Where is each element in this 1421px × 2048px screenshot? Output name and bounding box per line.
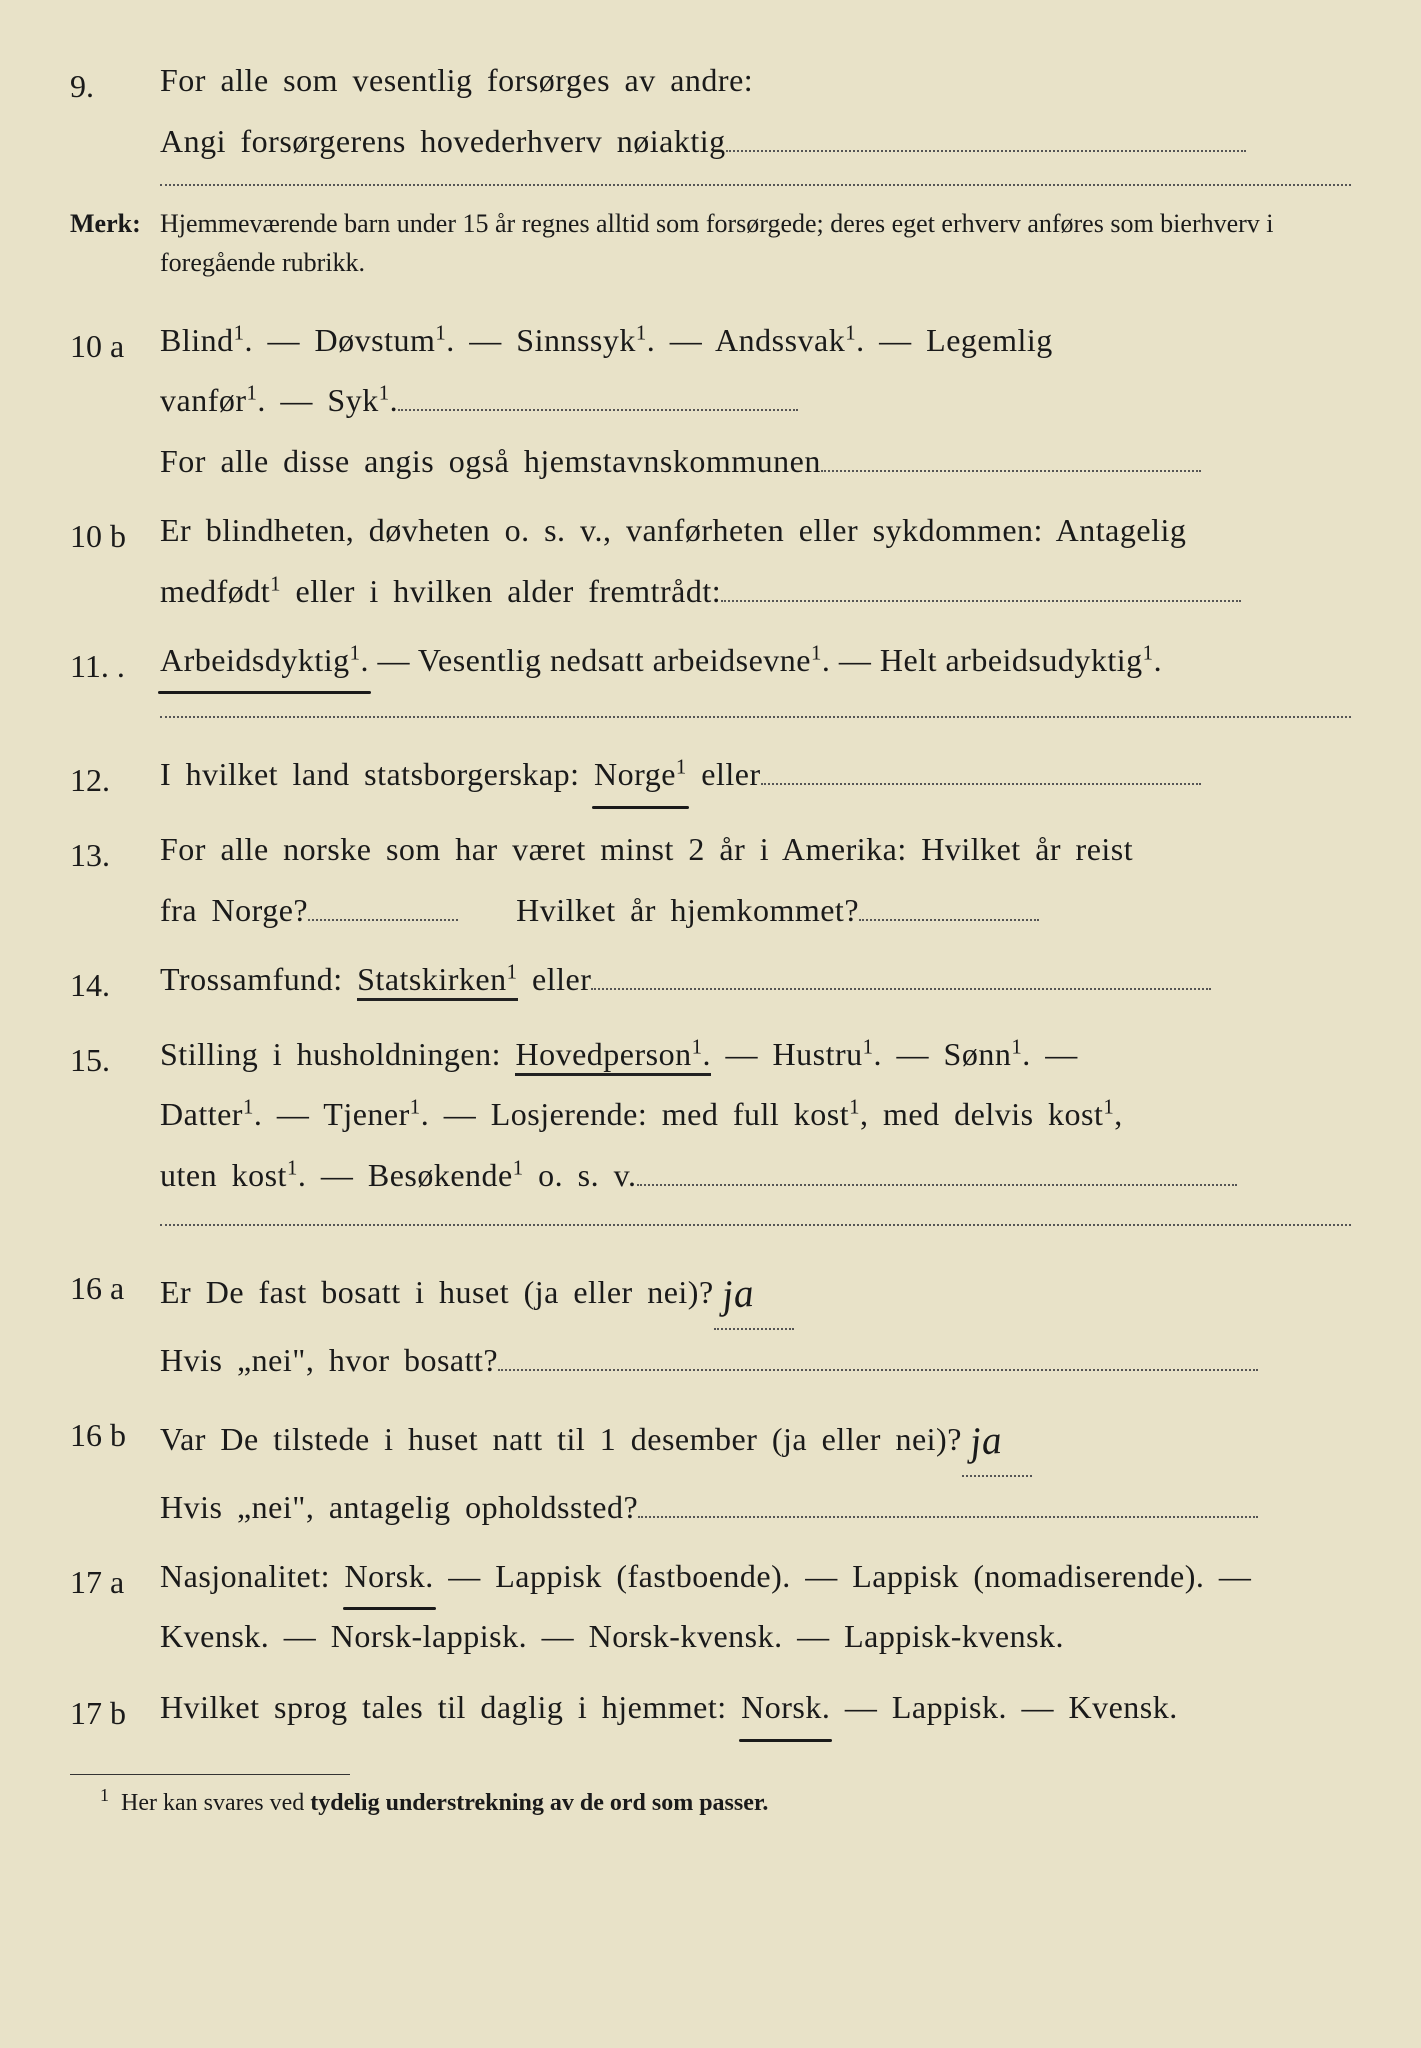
- question-15: 15. Stilling i husholdningen: Hovedperso…: [70, 1024, 1351, 1206]
- footnote-text-bold: tydelig understrekning av de ord som pas…: [310, 1790, 768, 1816]
- question-11: 11. . Arbeidsdyktig1. — Vesentlig nedsat…: [70, 630, 1351, 697]
- q13-returned: Hvilket år hjemkommet?: [516, 892, 859, 928]
- q14-text-after: eller: [518, 961, 592, 997]
- merk-label: Merk:: [70, 204, 160, 282]
- q14-number: 14.: [70, 949, 160, 1016]
- q10a-content: Blind1. — Døvstum1. — Sinnssyk1. — Andss…: [160, 310, 1351, 492]
- q16b-q1: Var De tilstede i huset natt til 1 desem…: [160, 1421, 962, 1457]
- question-16b: 16 b Var De tilstede i huset natt til 1 …: [70, 1399, 1351, 1538]
- q15-option-tjener[interactable]: Tjener1.: [323, 1096, 429, 1132]
- q17a-option-lappisk-kvensk[interactable]: Lappisk-kvensk.: [844, 1618, 1064, 1654]
- q13-from-norway: fra Norge?: [160, 892, 308, 928]
- q16a-q1: Er De fast bosatt i huset (ja eller nei)…: [160, 1274, 714, 1310]
- q9-line1: For alle som vesentlig forsørges av andr…: [160, 62, 753, 98]
- q15-option-full-kost[interactable]: med full kost1,: [662, 1096, 869, 1132]
- q16a-answer: ja: [719, 1255, 756, 1333]
- footnote-number: 1: [100, 1785, 109, 1805]
- q11-option-udyktig[interactable]: Helt arbeidsudyktig1.: [880, 642, 1162, 678]
- q11-blank-line: [160, 716, 1351, 718]
- footnote: 1 Her kan svares ved tydelig understrekni…: [70, 1785, 1351, 1817]
- q10a-number: 10 a: [70, 310, 160, 492]
- q9-blank-line: [160, 184, 1351, 186]
- q11-number: 11. .: [70, 630, 160, 697]
- question-17a: 17 a Nasjonalitet: Norsk. — Lappisk (fas…: [70, 1546, 1351, 1668]
- question-17b: 17 b Hvilket sprog tales til daglig i hj…: [70, 1677, 1351, 1744]
- q16b-number: 16 b: [70, 1399, 160, 1538]
- q15-losjerende-label: Losjerende:: [491, 1096, 648, 1132]
- q15-text-before: Stilling i husholdningen:: [160, 1036, 515, 1072]
- footnote-rule: [70, 1774, 350, 1775]
- q17b-content: Hvilket sprog tales til daglig i hjemmet…: [160, 1677, 1351, 1744]
- q9-content: For alle som vesentlig forsørges av andr…: [160, 50, 1351, 172]
- q15-option-hovedperson[interactable]: Hovedperson1.: [515, 1036, 711, 1076]
- q10a-line3: For alle disse angis også hjemstavnskomm…: [160, 443, 821, 479]
- q10b-line1: Er blindheten, døvheten o. s. v., vanfør…: [160, 512, 1186, 548]
- q15-option-uten-kost[interactable]: uten kost1.: [160, 1157, 306, 1193]
- q9-number: 9.: [70, 50, 160, 172]
- q10b-line2: medfødt1 eller i hvilken alder fremtrådt…: [160, 573, 721, 609]
- q17b-option-kvensk[interactable]: Kvensk.: [1068, 1689, 1177, 1725]
- census-form-page: 9. For alle som vesentlig forsørges av a…: [0, 0, 1421, 2048]
- q16b-answer: ja: [967, 1402, 1004, 1480]
- footnote-text-plain: Her kan svares ved: [121, 1790, 310, 1816]
- q17b-number: 17 b: [70, 1677, 160, 1744]
- q12-text-after: eller: [687, 756, 761, 792]
- q15-option-datter[interactable]: Datter1.: [160, 1096, 262, 1132]
- q12-number: 12.: [70, 744, 160, 811]
- q15-option-sonn[interactable]: Sønn1.: [944, 1036, 1031, 1072]
- q13-line1: For alle norske som har været minst 2 år…: [160, 831, 1133, 867]
- q10a-opt-blind: Blind1. — Døvstum1. — Sinnssyk1. — Andss…: [160, 322, 1053, 358]
- q16a-q2: Hvis „nei", hvor bosatt?: [160, 1342, 498, 1378]
- q17a-option-norsk[interactable]: Norsk.: [345, 1546, 434, 1607]
- q12-option-norge[interactable]: Norge1: [594, 744, 687, 805]
- q17b-option-norsk[interactable]: Norsk.: [741, 1677, 830, 1738]
- question-9: 9. For alle som vesentlig forsørges av a…: [70, 50, 1351, 172]
- q9-line2: Angi forsørgerens hovederhverv nøiaktig: [160, 123, 726, 159]
- q16b-content: Var De tilstede i huset natt til 1 desem…: [160, 1399, 1351, 1538]
- q15-option-hustru[interactable]: Hustru1.: [773, 1036, 883, 1072]
- q15-number: 15.: [70, 1024, 160, 1206]
- q17a-option-norsk-kvensk[interactable]: Norsk-kvensk.: [589, 1618, 783, 1654]
- q17a-option-norsk-lappisk[interactable]: Norsk-lappisk.: [331, 1618, 527, 1654]
- q17a-number: 17 a: [70, 1546, 160, 1668]
- question-10b: 10 b Er blindheten, døvheten o. s. v., v…: [70, 500, 1351, 622]
- q13-number: 13.: [70, 819, 160, 941]
- q12-text-before: I hvilket land statsborgerskap:: [160, 756, 594, 792]
- q10a-line2: vanfør1. — Syk1.: [160, 382, 398, 418]
- q17a-option-lappisk-nomad[interactable]: Lappisk (nomadiserende).: [852, 1558, 1204, 1594]
- q16a-content: Er De fast bosatt i huset (ja eller nei)…: [160, 1252, 1351, 1391]
- q11-content: Arbeidsdyktig1. — Vesentlig nedsatt arbe…: [160, 630, 1351, 697]
- q16b-q2: Hvis „nei", antagelig opholdssted?: [160, 1489, 638, 1525]
- merk-text: Hjemmeværende barn under 15 år regnes al…: [160, 204, 1351, 282]
- q11-option-nedsatt[interactable]: Vesentlig nedsatt arbeidsevne1.: [418, 642, 830, 678]
- question-16a: 16 a Er De fast bosatt i huset (ja eller…: [70, 1252, 1351, 1391]
- q14-option-statskirken[interactable]: Statskirken1: [357, 961, 517, 1001]
- q17a-label: Nasjonalitet:: [160, 1558, 330, 1594]
- q10b-number: 10 b: [70, 500, 160, 622]
- question-12: 12. I hvilket land statsborgerskap: Norg…: [70, 744, 1351, 811]
- q10b-content: Er blindheten, døvheten o. s. v., vanfør…: [160, 500, 1351, 622]
- q15-osv: o. s. v.: [524, 1157, 637, 1193]
- q13-content: For alle norske som har været minst 2 år…: [160, 819, 1351, 941]
- merk-note: Merk: Hjemmeværende barn under 15 år reg…: [70, 204, 1351, 282]
- q17a-option-kvensk[interactable]: Kvensk.: [160, 1618, 269, 1654]
- q14-text-before: Trossamfund:: [160, 961, 357, 997]
- q15-blank-line: [160, 1224, 1351, 1226]
- question-13: 13. For alle norske som har været minst …: [70, 819, 1351, 941]
- q15-option-besokende[interactable]: Besøkende1: [368, 1157, 524, 1193]
- q12-content: I hvilket land statsborgerskap: Norge1 e…: [160, 744, 1351, 811]
- q17b-option-lappisk[interactable]: Lappisk.: [892, 1689, 1007, 1725]
- q17a-content: Nasjonalitet: Norsk. — Lappisk (fastboen…: [160, 1546, 1351, 1668]
- q11-option-arbeidsdyktig[interactable]: Arbeidsdyktig1.: [160, 630, 369, 691]
- question-14: 14. Trossamfund: Statskirken1 eller: [70, 949, 1351, 1016]
- q16a-number: 16 a: [70, 1252, 160, 1391]
- q14-content: Trossamfund: Statskirken1 eller: [160, 949, 1351, 1016]
- q17a-option-lappisk-fast[interactable]: Lappisk (fastboende).: [495, 1558, 791, 1594]
- q15-content: Stilling i husholdningen: Hovedperson1. …: [160, 1024, 1351, 1206]
- q15-option-delvis-kost[interactable]: med delvis kost1,: [883, 1096, 1123, 1132]
- question-10a: 10 a Blind1. — Døvstum1. — Sinnssyk1. — …: [70, 310, 1351, 492]
- q17b-label: Hvilket sprog tales til daglig i hjemmet…: [160, 1689, 727, 1725]
